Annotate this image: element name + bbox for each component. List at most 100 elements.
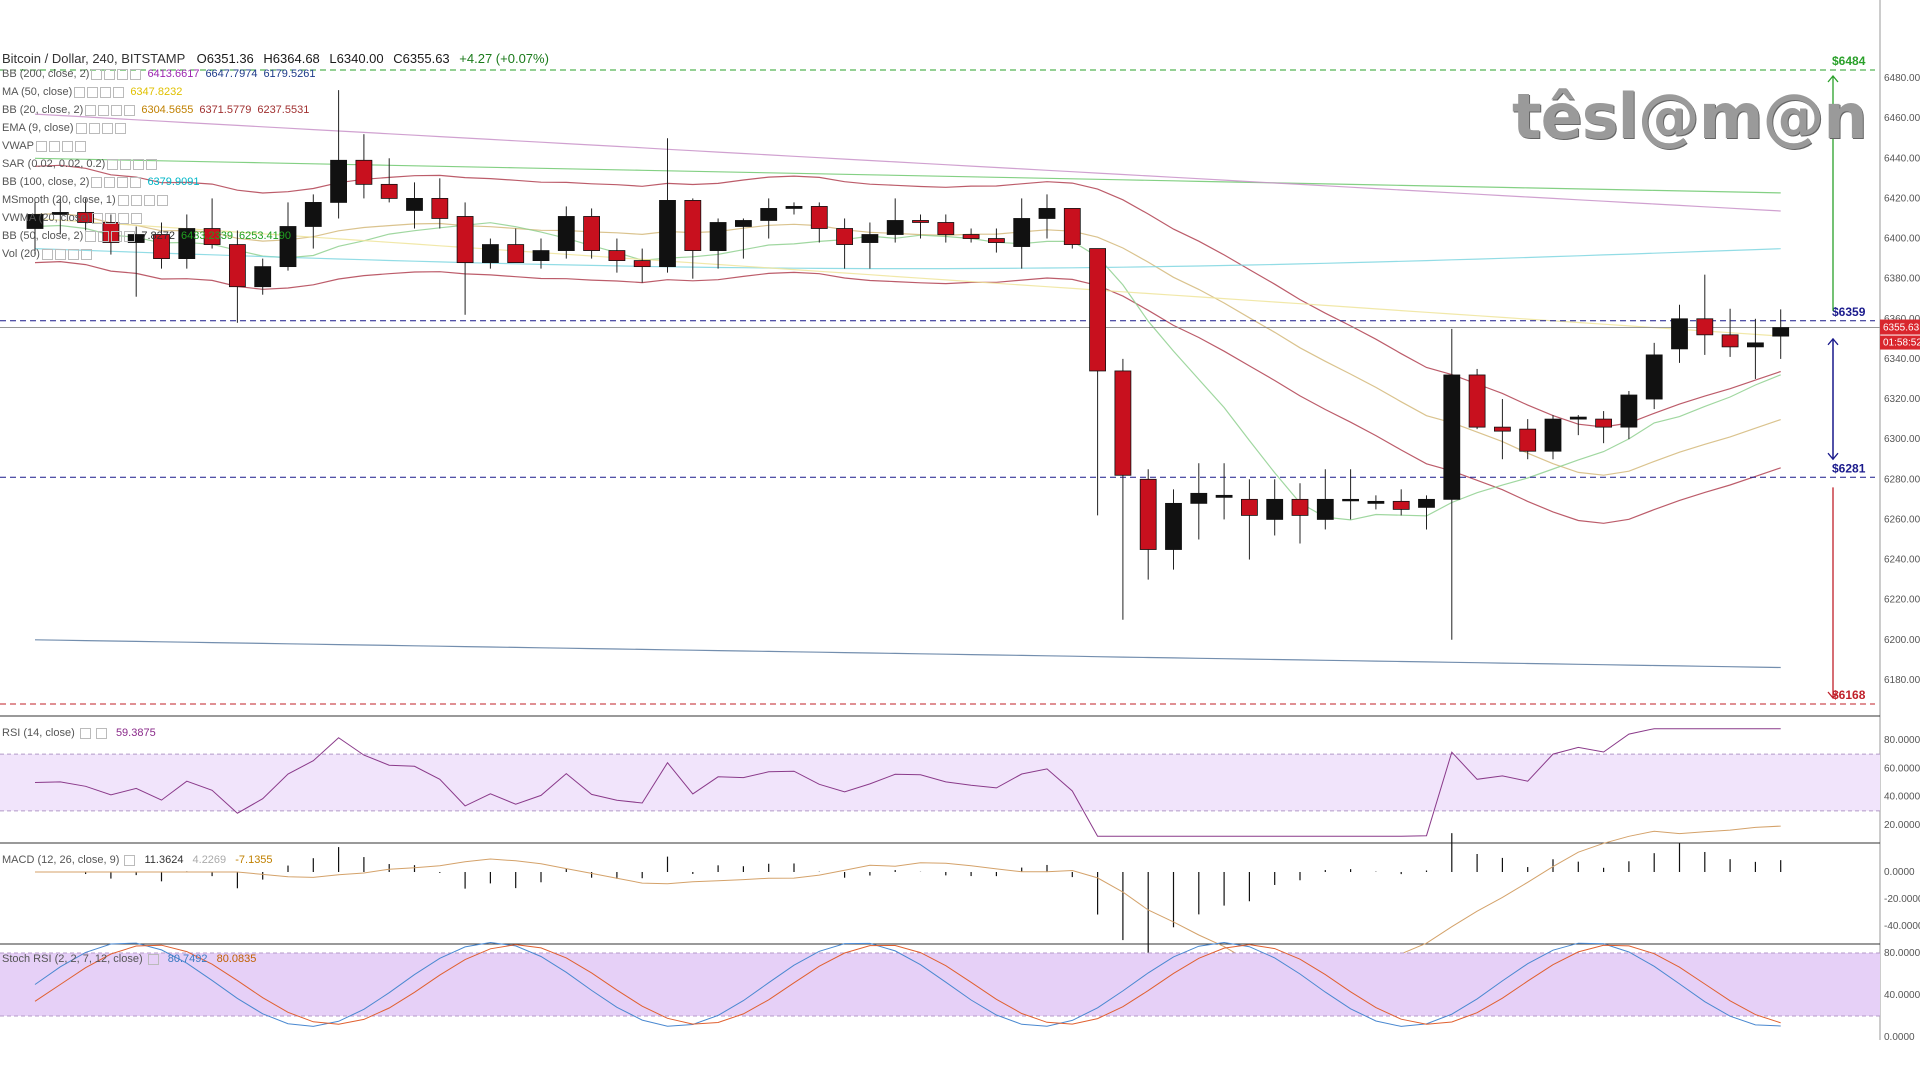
rsi-tick-label: 40.0000 <box>1884 792 1920 803</box>
indicator-label[interactable]: MSmooth (20, close, 1) <box>2 194 116 206</box>
indicator-label[interactable]: Vol (20) <box>2 248 40 260</box>
rsi-label[interactable]: RSI (14, close) <box>2 727 75 739</box>
settings-icon[interactable] <box>41 248 53 260</box>
candle-body <box>279 226 297 268</box>
indicator-label[interactable]: VWMA (20, close) <box>2 212 91 224</box>
indicator-label[interactable]: VWAP <box>2 140 34 152</box>
close-icon[interactable] <box>113 86 125 98</box>
indicator-row[interactable]: BB (100, close, 2) 6379.9091 <box>2 173 549 191</box>
settings-icon[interactable] <box>74 86 86 98</box>
add-icon[interactable] <box>117 176 129 188</box>
indicator-value: 6347.8232 <box>130 86 183 98</box>
indicator-row[interactable]: BB (50, close, 2) 7.8272 6433.2339 6253.419… <box>2 227 549 245</box>
indicator-row[interactable]: VWAP <box>2 137 549 155</box>
candle-body <box>912 220 929 223</box>
indicator-row[interactable]: EMA (9, close) <box>2 119 549 137</box>
eye-icon[interactable] <box>130 194 142 206</box>
candle-body <box>633 260 651 268</box>
eye-icon[interactable] <box>105 212 117 224</box>
close-icon[interactable] <box>130 68 142 80</box>
price-tick-label: 6420.00 <box>1884 193 1920 204</box>
candle-body <box>431 198 449 219</box>
settings-icon[interactable] <box>117 194 129 206</box>
current-price-text: 6355.63 <box>1883 323 1920 334</box>
close-icon[interactable] <box>80 248 92 260</box>
close-icon[interactable] <box>146 158 158 170</box>
macd-line-value: -7.1355 <box>235 854 273 866</box>
add-icon[interactable] <box>100 86 112 98</box>
indicator-row[interactable]: BB (20, close, 2) 6304.5655 6371.5779 6237.… <box>2 101 549 119</box>
eye-icon[interactable] <box>98 104 110 116</box>
eye-icon[interactable] <box>104 176 116 188</box>
candle-body <box>1544 418 1562 452</box>
indicator-label[interactable]: BB (50, close, 2) <box>2 230 84 242</box>
close-icon[interactable] <box>156 194 168 206</box>
price-tick-label: 6280.00 <box>1884 474 1920 485</box>
add-icon[interactable] <box>117 68 129 80</box>
price-axis[interactable]: 6480.00 6460.00 6440.00 6420.00 6400.00 6380.… <box>1879 0 1920 1040</box>
indicator-row[interactable]: BB (200, close, 2) 6413.6617 6647.7974 6179… <box>2 65 549 83</box>
add-icon[interactable] <box>62 140 73 152</box>
candle-body <box>456 216 474 264</box>
add-icon[interactable] <box>111 230 123 242</box>
settings-icon[interactable] <box>147 953 159 965</box>
settings-icon[interactable] <box>75 122 87 134</box>
eye-icon[interactable] <box>88 122 100 134</box>
close-icon[interactable] <box>130 176 142 188</box>
eye-icon[interactable] <box>104 68 116 80</box>
settings-icon[interactable] <box>107 158 119 170</box>
settings-icon[interactable] <box>85 104 97 116</box>
close-icon[interactable] <box>114 122 126 134</box>
candle-body <box>1392 500 1410 510</box>
settings-icon[interactable] <box>79 727 91 739</box>
eye-icon[interactable] <box>98 230 110 242</box>
settings-icon[interactable] <box>91 68 103 80</box>
candle-body <box>77 212 94 223</box>
close-icon[interactable] <box>124 104 136 116</box>
indicator-row[interactable]: SAR (0.02, 0.02, 0.2) <box>2 155 549 173</box>
candle-body <box>962 234 980 239</box>
macd-label[interactable]: MACD (12, 26, close, 9) <box>2 854 120 866</box>
macd-signal-value: 4.2269 <box>192 854 227 866</box>
indicator-label[interactable]: SAR (0.02, 0.02, 0.2) <box>2 158 106 170</box>
close-icon[interactable] <box>75 140 86 152</box>
level-label: $6168 <box>1832 688 1866 702</box>
add-icon[interactable] <box>101 122 113 134</box>
indicator-row[interactable]: VWMA (20, close) <box>2 209 549 227</box>
indicator-label[interactable]: MA (50, close) <box>2 86 73 98</box>
indicator-row[interactable]: Vol (20) <box>2 245 549 263</box>
indicator-label[interactable]: EMA (9, close) <box>2 122 74 134</box>
rsi-tick-label: 60.0000 <box>1884 763 1920 774</box>
close-icon[interactable] <box>124 230 136 242</box>
settings-icon[interactable] <box>36 140 47 152</box>
eye-icon[interactable] <box>87 86 99 98</box>
add-icon[interactable] <box>111 104 123 116</box>
candle-body <box>1620 394 1638 428</box>
candle-body <box>1595 418 1612 428</box>
indicator-row[interactable]: MSmooth (20, close, 1) <box>2 191 549 209</box>
add-icon[interactable] <box>118 212 130 224</box>
stoch-label[interactable]: Stoch RSI (2, 2, 7, 12, close) <box>2 953 143 965</box>
add-icon[interactable] <box>67 248 79 260</box>
candle-body <box>709 222 727 251</box>
candle-body <box>557 216 575 251</box>
candle-body <box>1241 498 1258 516</box>
eye-icon[interactable] <box>54 248 66 260</box>
settings-icon[interactable] <box>85 230 97 242</box>
indicator-label[interactable]: BB (20, close, 2) <box>2 104 84 116</box>
settings-icon[interactable] <box>91 176 103 188</box>
settings-icon[interactable] <box>124 854 136 866</box>
settings-icon[interactable] <box>92 212 104 224</box>
eye-icon[interactable] <box>95 727 107 739</box>
indicator-label[interactable]: BB (100, close, 2) <box>2 176 90 188</box>
eye-icon[interactable] <box>49 140 60 152</box>
candle-body <box>1569 416 1587 420</box>
indicator-row[interactable]: MA (50, close) 6347.8232 <box>2 83 549 101</box>
close-icon[interactable] <box>131 212 143 224</box>
eye-icon[interactable] <box>120 158 132 170</box>
symbol-title[interactable]: Bitcoin / Dollar, 240, BITSTAMP <box>2 51 186 66</box>
add-icon[interactable] <box>143 194 155 206</box>
indicator-label[interactable]: BB (200, close, 2) <box>2 68 90 80</box>
add-icon[interactable] <box>133 158 145 170</box>
